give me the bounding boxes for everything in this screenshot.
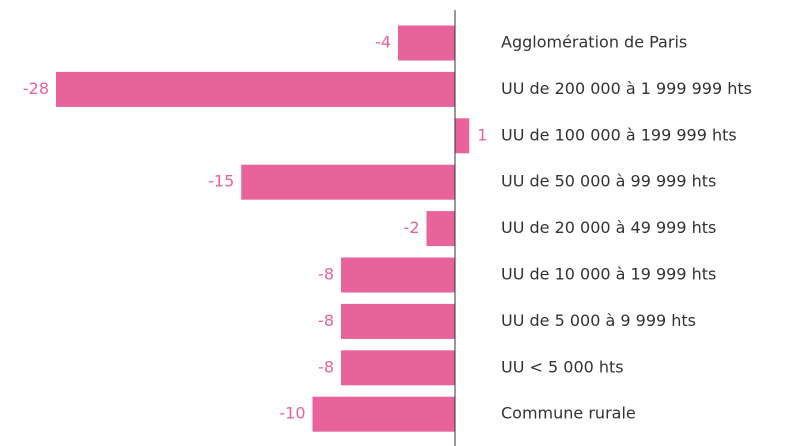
category-label: UU < 5 000 hts (501, 357, 624, 376)
category-label: Commune rurale (501, 404, 636, 423)
value-label: -10 (279, 404, 305, 423)
category-label: UU de 200 000 à 1 999 999 hts (501, 79, 752, 98)
category-label: UU de 10 000 à 19 999 hts (501, 265, 716, 284)
category-label: UU de 5 000 à 9 999 hts (501, 311, 696, 330)
category-label: Agglomération de Paris (501, 33, 687, 52)
value-label: -28 (23, 79, 49, 98)
value-label: -4 (375, 33, 391, 52)
bar (341, 257, 455, 293)
value-label: -8 (318, 311, 334, 330)
bar (426, 211, 455, 247)
bar (398, 25, 455, 61)
bar (312, 396, 455, 432)
category-label: UU de 100 000 à 199 999 hts (501, 125, 737, 144)
bar (341, 350, 455, 386)
bar (56, 71, 455, 107)
category-label: UU de 20 000 à 49 999 hts (501, 218, 716, 237)
bar (341, 303, 455, 339)
value-label: 1 (477, 125, 487, 144)
bar (241, 164, 455, 200)
value-label: -8 (318, 265, 334, 284)
value-label: -8 (318, 357, 334, 376)
value-label: -2 (404, 218, 420, 237)
bar (455, 118, 470, 154)
value-label: -15 (208, 172, 234, 191)
category-label: UU de 50 000 à 99 999 hts (501, 172, 716, 191)
